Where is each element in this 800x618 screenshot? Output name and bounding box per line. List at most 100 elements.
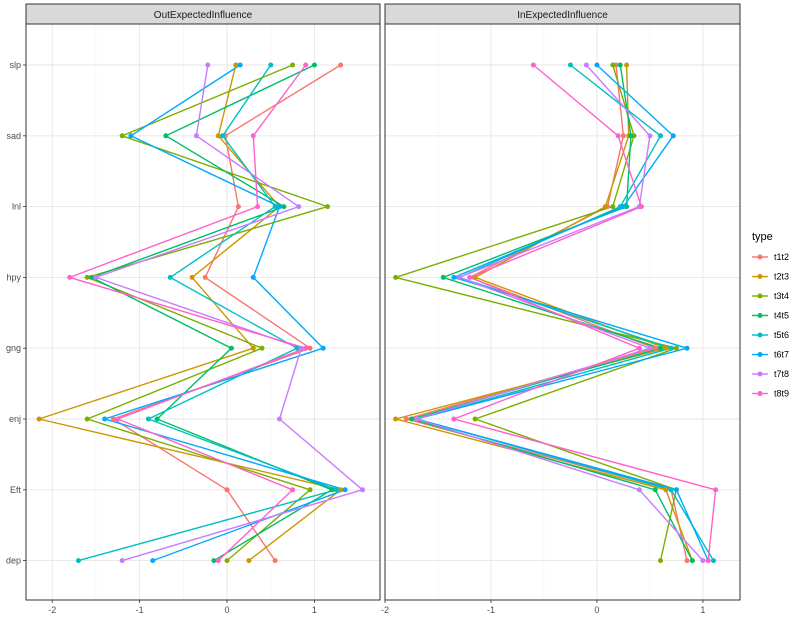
- data-point-t2t3: [393, 416, 399, 422]
- panels: OutExpectedInfluence -2 -1 0 1 slp sad lnl hpy gn…: [6, 3, 741, 615]
- panel-border: [25, 23, 381, 601]
- data-point-t5t6: [167, 274, 173, 280]
- data-point-t6t7: [594, 62, 600, 68]
- data-point-t7t8: [583, 62, 589, 68]
- data-point-t6t7: [673, 487, 679, 493]
- y-tick-label: lnl: [12, 202, 21, 212]
- legend-item-t5t6: t5t6: [752, 330, 789, 340]
- legend-item-t1t2: t1t2: [752, 252, 789, 262]
- y-tick-label: dep: [6, 556, 21, 566]
- data-point-t8t9: [255, 204, 261, 210]
- data-point-t7t8: [414, 416, 420, 422]
- data-point-t3t4: [84, 416, 90, 422]
- legend-label: t1t2: [774, 252, 789, 262]
- data-point-t2t3: [246, 558, 252, 564]
- legend-key-point: [757, 352, 763, 357]
- data-point-t4t5: [440, 274, 446, 280]
- data-point-t4t5: [617, 62, 623, 68]
- legend-item-t4t5: t4t5: [752, 311, 789, 321]
- data-point-t3t4: [84, 274, 90, 280]
- data-point-t4t5: [658, 345, 664, 351]
- data-point-t5t6: [268, 62, 274, 68]
- data-point-t1t2: [338, 62, 344, 68]
- legend-label: t3t4: [774, 291, 789, 301]
- data-point-t5t6: [333, 487, 339, 493]
- legend-item-t8t9: t8t9: [752, 389, 789, 399]
- data-point-t1t2: [272, 558, 278, 564]
- data-point-t2t3: [663, 345, 669, 351]
- x-tick-label: -2: [48, 605, 56, 615]
- data-point-t2t3: [36, 416, 42, 422]
- data-point-t6t7: [684, 345, 690, 351]
- data-point-t2t3: [250, 345, 256, 351]
- data-point-t1t2: [110, 416, 116, 422]
- data-point-t5t6: [75, 558, 81, 564]
- data-point-t6t7: [150, 558, 156, 564]
- legend-item-t6t7: t6t7: [752, 350, 789, 360]
- data-point-t8t9: [615, 133, 621, 139]
- x-tick-label: -1: [487, 605, 495, 615]
- data-point-t3t4: [610, 62, 616, 68]
- data-point-t6t7: [276, 204, 282, 210]
- data-point-t3t4: [119, 133, 125, 139]
- data-point-t2t3: [624, 62, 630, 68]
- data-point-t3t4: [290, 62, 296, 68]
- data-point-t6t7: [237, 62, 243, 68]
- data-point-t8t9: [67, 274, 73, 280]
- data-point-t5t6: [668, 345, 674, 351]
- data-point-t2t3: [338, 487, 344, 493]
- data-point-t1t2: [652, 345, 658, 351]
- data-point-t5t6: [711, 558, 717, 564]
- x-tick-label: 0: [594, 605, 599, 615]
- data-point-t3t4: [325, 204, 331, 210]
- data-point-t7t8: [298, 345, 304, 351]
- legend-label: t5t6: [774, 330, 789, 340]
- data-point-t1t2: [684, 558, 690, 564]
- series-line-t8t9: [68, 64, 307, 562]
- data-point-t2t3: [233, 62, 239, 68]
- data-point-t3t4: [259, 345, 265, 351]
- y-tick-label: gng: [6, 343, 21, 353]
- data-point-t7t8: [119, 558, 125, 564]
- panel-2: InExpectedInfluence -2 -1 0 1: [381, 3, 741, 615]
- data-point-t6t7: [102, 416, 108, 422]
- data-point-t6t7: [670, 133, 676, 139]
- legend-key-point: [757, 274, 763, 279]
- data-point-t1t2: [620, 133, 626, 139]
- legend-key-point: [757, 391, 763, 396]
- panel-border: [384, 23, 741, 601]
- data-point-t1t2: [403, 416, 409, 422]
- data-point-t3t4: [610, 204, 616, 210]
- data-point-t5t6: [567, 62, 573, 68]
- legend-key-point: [757, 254, 763, 260]
- data-point-t5t6: [272, 204, 278, 210]
- data-point-t3t4: [224, 558, 230, 564]
- data-point-t7t8: [296, 204, 302, 210]
- data-point-t7t8: [360, 487, 366, 493]
- data-point-t7t8: [276, 416, 282, 422]
- series-line-t6t7: [103, 64, 346, 562]
- series-line-t7t8: [95, 64, 364, 562]
- data-point-t6t7: [342, 487, 348, 493]
- data-point-t8t9: [713, 487, 719, 493]
- data-point-t7t8: [93, 274, 99, 280]
- data-point-t8t9: [451, 416, 457, 422]
- data-point-t4t5: [163, 133, 169, 139]
- legend-item-t7t8: t7t8: [752, 369, 789, 379]
- data-point-t8t9: [705, 558, 711, 564]
- data-point-t7t8: [636, 487, 642, 493]
- data-point-t8t9: [290, 487, 296, 493]
- data-point-t7t8: [647, 345, 653, 351]
- series-line-t8t9: [453, 64, 717, 561]
- data-point-t3t4: [658, 558, 664, 564]
- data-point-t8t9: [303, 345, 309, 351]
- data-point-t8t9: [467, 274, 473, 280]
- data-point-t1t2: [235, 204, 241, 210]
- data-point-t8t9: [250, 133, 256, 139]
- legend-title: type: [752, 231, 773, 243]
- data-point-t8t9: [530, 62, 536, 68]
- data-point-t8t9: [215, 558, 221, 564]
- data-point-t5t6: [220, 133, 226, 139]
- data-point-t4t5: [652, 487, 658, 493]
